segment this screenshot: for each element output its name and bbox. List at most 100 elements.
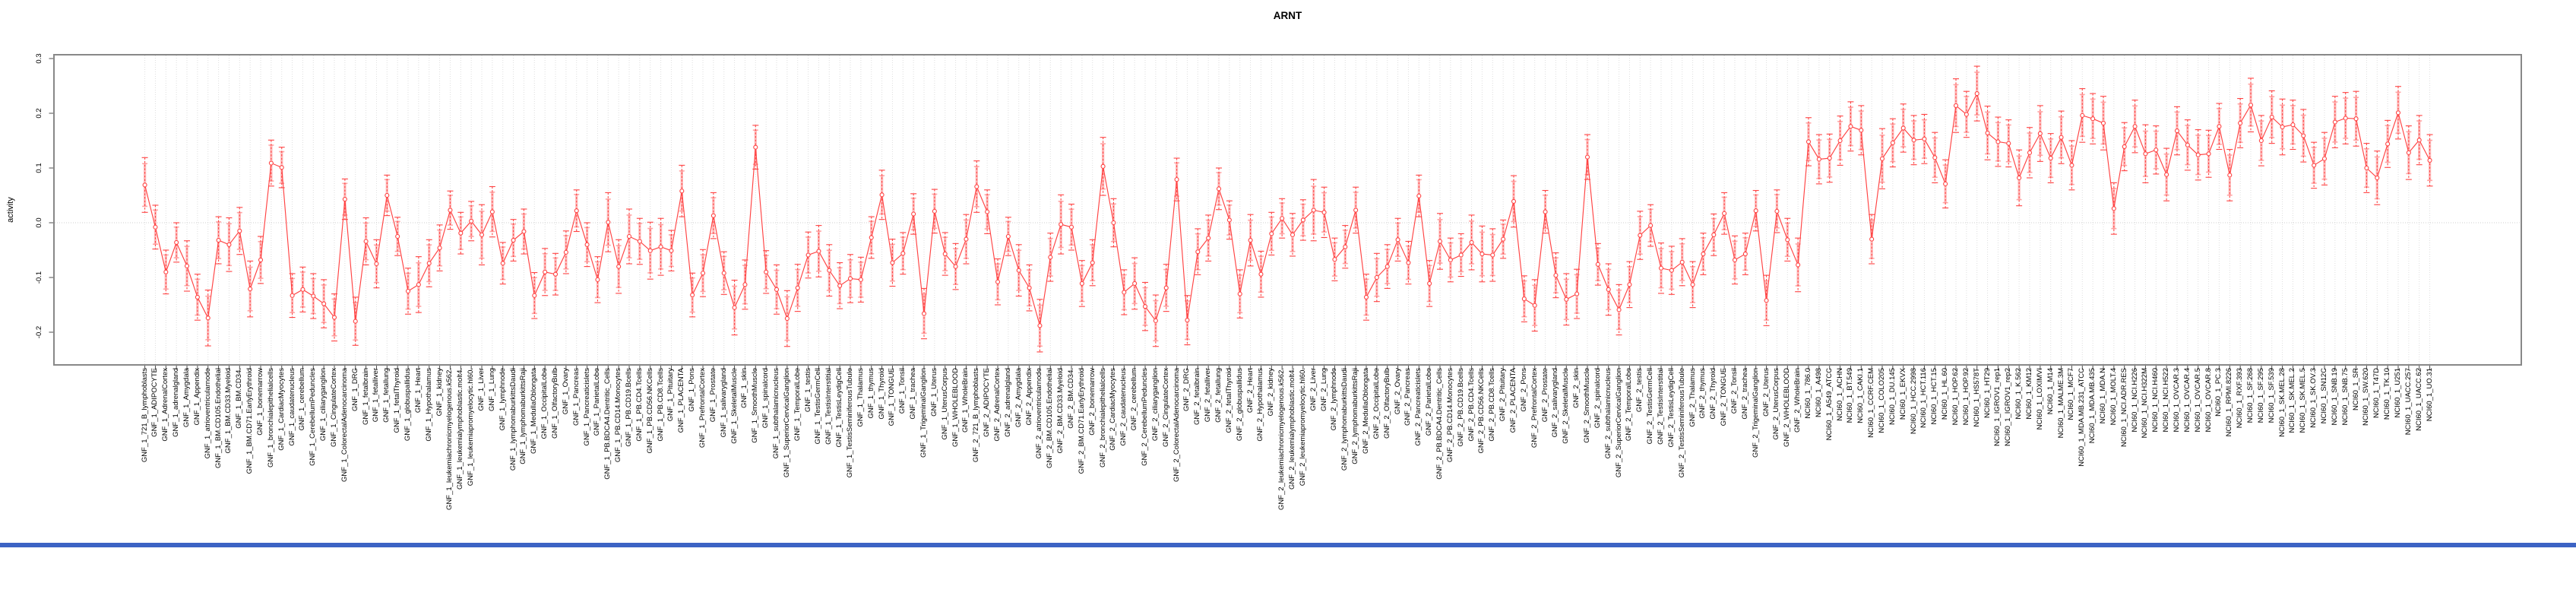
x-axis-label: GNF_1_Thyroid [877, 368, 886, 420]
x-axis-label: GNF_1_PB.CD19.Bcells [625, 368, 634, 447]
y-axis-title: activity [6, 197, 15, 223]
x-axis-label: GNF_2_trachea [1740, 368, 1749, 420]
x-axis-label: NCI60_1_SR [2351, 368, 2360, 411]
plot-border [53, 54, 2522, 366]
x-axis-label: GNF_2_leukemiapromyelocytic.hl60. [1298, 368, 1307, 487]
x-axis-label: GNF_1_fetalbrain [361, 368, 370, 425]
x-axis-label: GNF_2_TestisInterstitial [1657, 368, 1665, 445]
x-axis-label: GNF_2_PB.CD8.Tcells [1488, 368, 1497, 442]
x-axis-label: NCI60_1_BT.549 [1846, 368, 1855, 423]
x-axis-label: NCI60_1_KM12 [2025, 368, 2033, 420]
x-axis-label: GNF_1_cerebellum [298, 368, 307, 431]
x-axis-label: NCI60_1_SK.MEL.5 [2299, 368, 2308, 433]
x-axis-label: GNF_2_Tonsil [1730, 368, 1739, 414]
chart-title: ARNT [1273, 10, 1302, 21]
x-axis-label: GNF_1_leukemiachronicmyelogenous.k562. [445, 368, 454, 510]
x-axis-label: NCI60_1_ACHN [1835, 368, 1844, 421]
x-axis-label: NCI60_1_HCT.15 [1930, 368, 1939, 425]
x-axis-label: GNF_1_globuspallidus [403, 368, 413, 442]
x-axis-label: GNF_1_BM.CD33.Myeloid [224, 368, 233, 454]
x-axis-label: GNF_1_WholeBrain [961, 368, 970, 433]
x-axis-label: GNF_2_Pituitary [1498, 368, 1508, 422]
x-axis-label: NCI60_1_HS578T [1972, 368, 1981, 427]
y-tick-label: 0.3 [35, 53, 43, 64]
x-axis-label: GNF_1_Pons [688, 368, 697, 412]
x-axis-label: GNF_2_Hypothalamus [1256, 368, 1265, 442]
x-axis-label: GNF_1_ParietalLobe [593, 368, 602, 436]
x-axis-label: NCI60_1_U251 [2393, 368, 2402, 418]
x-axis-label: GNF_1_atrioventricularnode [203, 368, 212, 459]
x-axis-label: NCI60_1_MDA.MB.231_ATCC [2078, 368, 2087, 467]
data-points [142, 91, 2432, 328]
x-axis-label: GNF_1_leukemiapromyelocytic.hl60. [467, 368, 476, 487]
x-axis-label: GNF_2_MedullaOblongata [1362, 368, 1370, 455]
y-tick-label: -0.2 [35, 325, 43, 339]
x-axis-label: GNF_1_fetalliver [372, 368, 381, 423]
x-axis-label: NCI60_1_A498 [1814, 368, 1823, 417]
x-axis-label: NCI60_1_SF.539 [2267, 368, 2276, 423]
x-axis-label: GNF_2_BM.CD33.Myeloid [1056, 368, 1065, 454]
x-axis-label: GNF_1_Heart [413, 368, 422, 414]
x-axis-label: GNF_2_WholeBrain [1793, 368, 1802, 433]
x-axis-label: GNF_2_Thalamus [1688, 368, 1697, 427]
x-axis-label: GNF_1_AdrenalCortex [161, 368, 170, 442]
x-axis-label: GNF_2_WHOLEBLOOD [1783, 368, 1792, 447]
x-axis-label: GNF_1_lymphnode [498, 368, 507, 431]
x-axis-label: NCI60_1_COLO205 [1878, 368, 1886, 433]
x-axis-label: NCI60_1_OVCAR.4 [2182, 368, 2191, 433]
x-axis-label: GNF_1_Appendix [192, 368, 201, 426]
x-axis-label: GNF_2_PLACENTA [1509, 368, 1517, 433]
x-axis-label: GNF_1_caudatenucleus [287, 368, 296, 446]
x-axis-label: GNF_2_adrenalgland [1003, 368, 1012, 437]
y-tick-label: 0.1 [35, 163, 43, 173]
x-axis-label: GNF_1_spinalcord [761, 368, 771, 429]
x-axis-label: GNF_2_salivarygland [1551, 368, 1560, 438]
x-axis-label: GNF_2_lymphnode [1330, 368, 1339, 431]
x-axis-label: GNF_1_TONGUE [888, 368, 897, 426]
x-axis-label: GNF_1_SuperiorCervicalGanglion [782, 368, 791, 478]
y-tick-label: 0.0 [35, 217, 43, 228]
x-axis-label: NCI60_1_MOLT.4 [2109, 368, 2118, 426]
x-axis-label: NCI60_1_HT29 [1983, 368, 1992, 419]
x-axis-label: GNF_1_Lung [487, 368, 496, 412]
x-axis-label: GNF_1_PrefrontalCortex [698, 368, 707, 449]
x-axis-label: NCI60_1_HCC.2998 [1909, 368, 1918, 435]
x-axis-label: GNF_1_bonemarrow [256, 368, 265, 436]
x-axis-label: GNF_1_BM.CD71.EarlyErythroid [245, 368, 255, 474]
x-axis-label: GNF_2_DRG [1182, 368, 1191, 412]
x-axis-label: GNF_2_CardiacMyocytes [1109, 368, 1118, 451]
x-axis-label: GNF_2_SuperiorCervicalGanglion [1614, 368, 1623, 478]
x-axis-label: NCI60_1_HOP.92 [1961, 368, 1970, 426]
x-axis-label: NCI60_1_MALME.3M [2056, 368, 2065, 439]
x-axis-label: GNF_2_PrefrontalCortex [1530, 368, 1539, 449]
x-axis-label: GNF_2_Uterus [1761, 368, 1771, 417]
x-axis-label: NCI60_1_NCI.ADR.RES [2119, 368, 2128, 448]
x-axis-ticks [144, 366, 2431, 370]
x-axis-label: GNF_2_UterusCorpus [1772, 368, 1781, 440]
x-axis-label: NCI60_1_TK.10 [2383, 368, 2392, 420]
x-axis-label: NCI60_1_SNB.75 [2340, 368, 2350, 426]
x-axis-label: GNF_1_Pituitary [666, 368, 676, 422]
x-axis-label: GNF_2_TestisSeminiferousTubule [1677, 368, 1686, 478]
x-axis-label: GNF_2_AdrenalCortex [993, 368, 1002, 442]
x-axis-label: NCI60_1_HCT.116 [1919, 368, 1929, 429]
x-axis-label: GNF_1_PLACENTA [677, 368, 686, 433]
x-axis-label: NCI60_1_IGROV1_rep2 [2004, 368, 2013, 446]
x-axis-label: GNF_1_PB.CD4.Tcells [635, 368, 644, 442]
x-axis-label: NCI60_1_HOP.62 [1951, 368, 1960, 426]
x-axis-label: NCI60_1_OVCAR.5 [2193, 368, 2202, 433]
y-tick-label: 0.2 [35, 108, 43, 119]
x-axis-label: NCI60_1_MDA.N [2099, 368, 2107, 424]
x-axis-label: NCI60_1_NCI.H226 [2130, 368, 2139, 433]
y-tick-label: -0.1 [35, 271, 43, 284]
x-axis-label: GNF_2_Pancreaticislets [1414, 368, 1423, 446]
x-axis-label: NCI60_1_K.562 [2014, 368, 2024, 420]
x-axis-label: GNF_2_fetalliver [1204, 368, 1213, 423]
x-axis-label: GNF_1_OlfactoryBulb [551, 368, 560, 439]
x-axis-label: NCI60_1_PC.3 [2214, 368, 2223, 417]
x-axis-label: GNF_1_testis [803, 368, 812, 413]
x-axis-label: GNF_1_Prostate [708, 368, 717, 423]
x-axis-label: GNF_1_UterusCorpus [940, 368, 949, 440]
x-axis-label: GNF_1_salivarygland [719, 368, 728, 438]
x-axis-label: GNF_2_skin [1572, 368, 1581, 408]
